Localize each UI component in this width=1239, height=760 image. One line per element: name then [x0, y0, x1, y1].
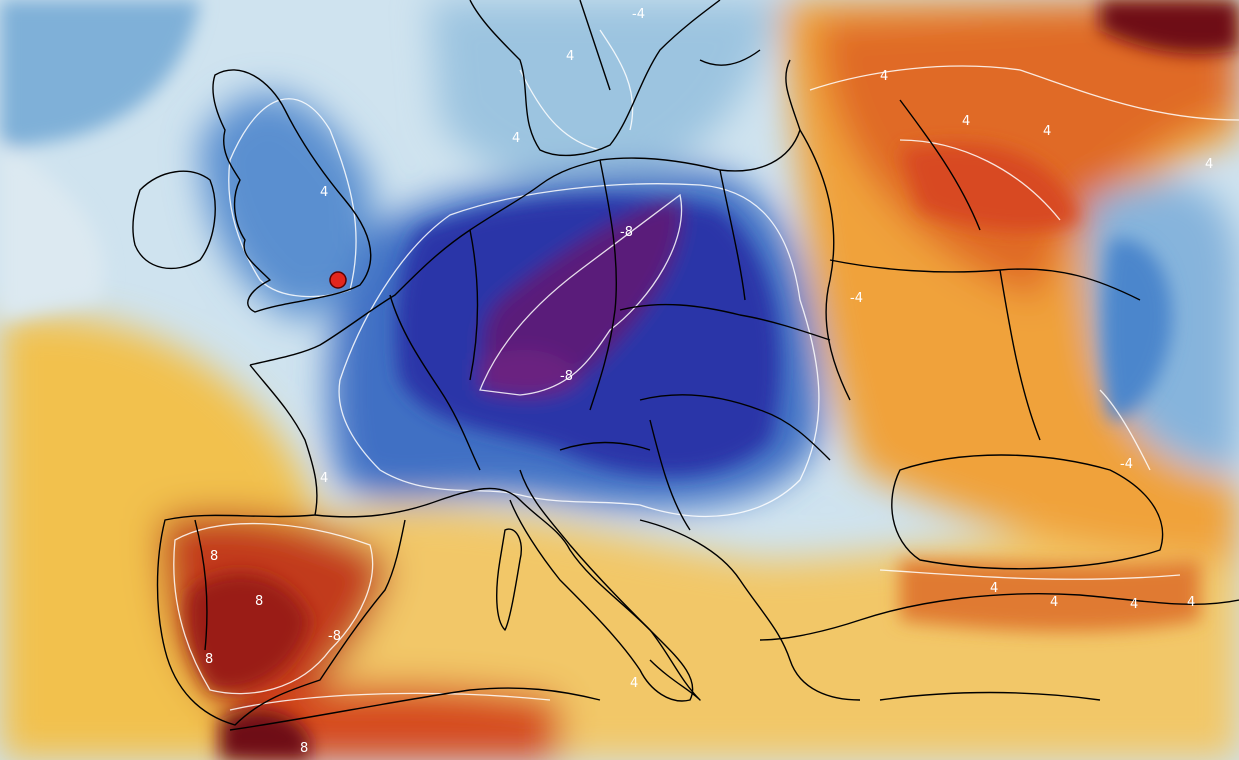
contour-label: 4 — [320, 185, 328, 200]
contour-label: -4 — [850, 291, 863, 306]
contour-label: 8 — [205, 652, 213, 667]
contour-lines — [173, 29, 1239, 711]
contour-label: 8 — [255, 594, 263, 609]
contour-label: -8 — [328, 629, 341, 644]
contour-label: -8 — [620, 225, 633, 240]
contour-label: 4 — [1043, 124, 1051, 139]
contour-label: 4 — [880, 69, 888, 84]
contour-label: 4 — [1205, 157, 1213, 172]
contour-label: 4 — [990, 581, 998, 596]
contour-label: -4 — [1120, 457, 1133, 472]
contour-label: -8 — [560, 369, 573, 384]
contour-label: 4 — [566, 49, 574, 64]
contour-label: 8 — [210, 549, 218, 564]
location-marker — [329, 271, 347, 289]
contour-label: 4 — [630, 676, 638, 691]
contour-label: 4 — [1187, 595, 1195, 610]
contour-value-labels: -4 4 4 4 4 4 4 4 -8 -8 -4 -4 4 8 8 8 -8 … — [205, 7, 1213, 756]
contour-label: 4 — [512, 131, 520, 146]
contour-label: 4 — [962, 114, 970, 129]
contour-label: 4 — [1050, 595, 1058, 610]
coastlines-and-borders — [132, 0, 1239, 731]
contour-label: 8 — [300, 741, 308, 756]
contour-label: -4 — [632, 7, 645, 22]
contour-label: 4 — [1130, 597, 1138, 612]
contour-label: 4 — [320, 471, 328, 486]
